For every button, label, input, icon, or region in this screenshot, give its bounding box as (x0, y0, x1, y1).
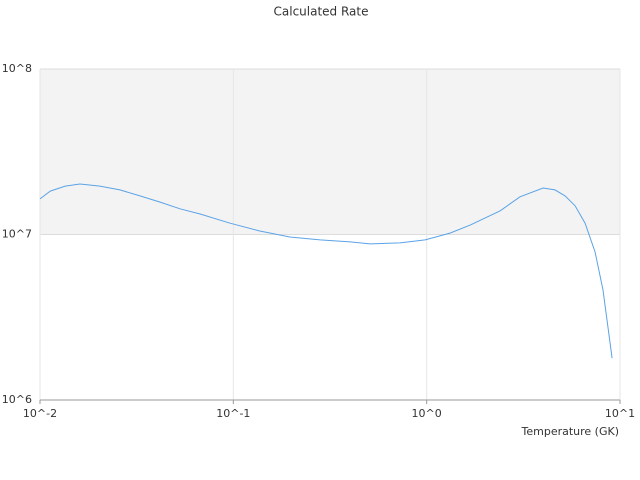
plot-band (40, 69, 620, 235)
x-tick-label: 10^1 (605, 407, 635, 420)
y-tick-label: 10^7 (2, 228, 32, 241)
x-axis-label: Temperature (GK) (521, 425, 620, 438)
line-series (39, 183, 613, 359)
y-tick-label: 10^6 (2, 393, 32, 406)
x-tick-label: 10^-1 (216, 407, 250, 420)
x-tick-label: 10^-2 (23, 407, 57, 420)
y-tick-label: 10^8 (2, 62, 32, 75)
x-tick-label: 10^0 (412, 407, 442, 420)
chart-title: Calculated Rate (274, 5, 369, 19)
